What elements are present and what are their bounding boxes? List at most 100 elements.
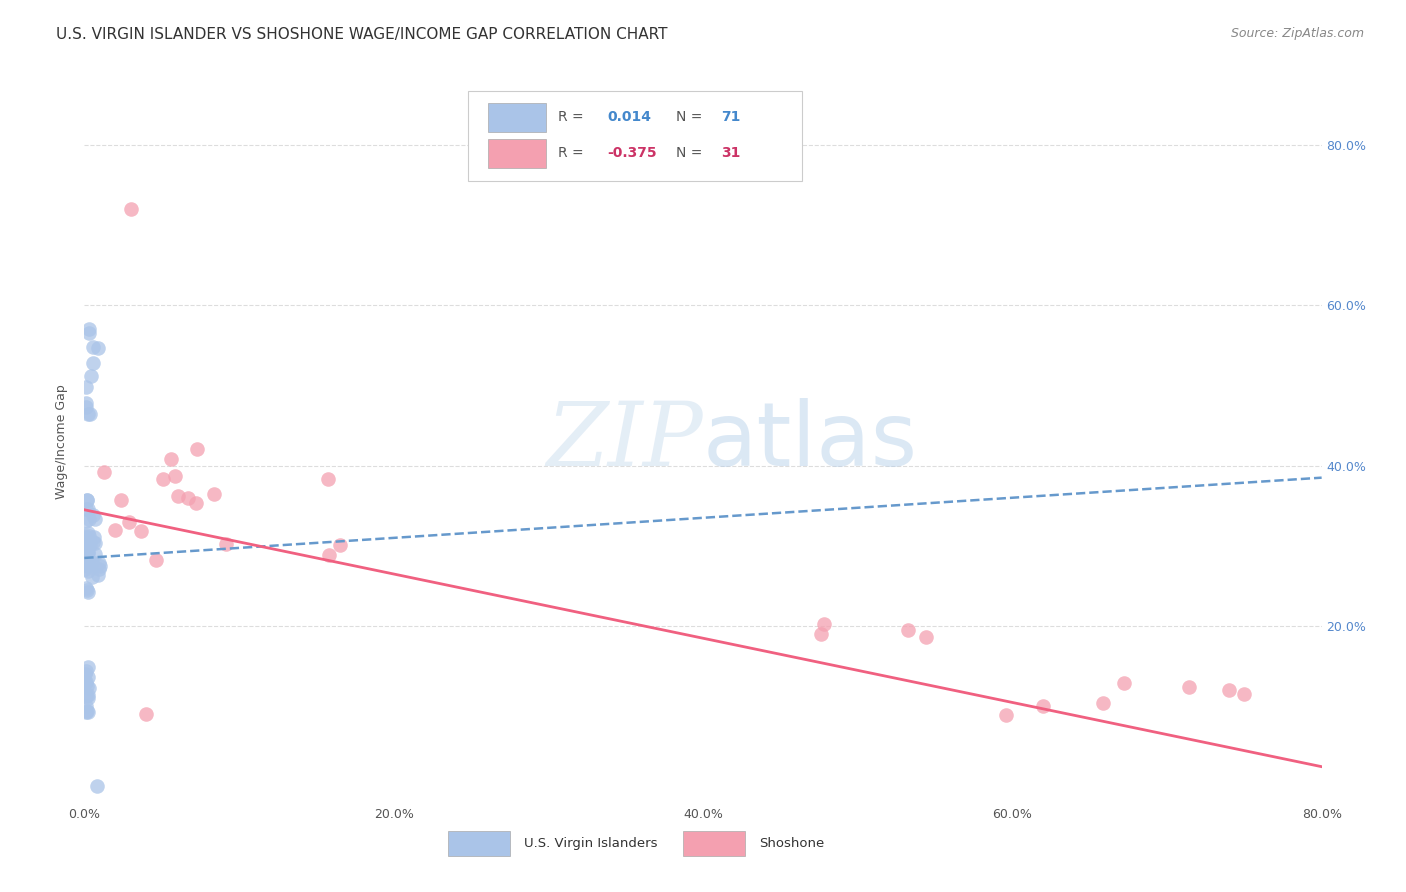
Point [82, 534, 104, 549]
Point [75, 674, 97, 689]
Point [76, 679, 98, 693]
Point [89, 559, 111, 574]
Point [810, 627, 832, 641]
FancyBboxPatch shape [449, 831, 510, 855]
Text: U.S. Virgin Islanders: U.S. Virgin Islanders [523, 837, 657, 850]
Text: N =: N = [676, 110, 702, 124]
Point [77, 554, 100, 568]
Point [186, 496, 208, 510]
Text: U.S. VIRGIN ISLANDER VS SHOSHONE WAGE/INCOME GAP CORRELATION CHART: U.S. VIRGIN ISLANDER VS SHOSHONE WAGE/IN… [56, 27, 668, 42]
Point [186, 442, 208, 456]
Point [77, 681, 100, 696]
Point [75, 557, 97, 571]
Point [77, 688, 100, 702]
Point [75, 562, 97, 576]
Point [897, 623, 920, 637]
Point [76, 532, 98, 546]
Point [79, 407, 101, 421]
Text: ZIP: ZIP [547, 398, 703, 485]
Point [87, 341, 110, 355]
Point [76, 558, 98, 572]
Text: R =: R = [558, 110, 583, 124]
Point [104, 523, 127, 537]
Point [118, 516, 141, 530]
Point [110, 493, 132, 508]
Point [76, 704, 98, 718]
Point [75, 676, 97, 690]
Point [76, 690, 98, 705]
FancyBboxPatch shape [488, 103, 546, 132]
Point [75, 581, 97, 595]
Point [75, 400, 97, 414]
Point [813, 616, 835, 631]
Point [77, 326, 100, 340]
Point [77, 533, 100, 547]
Point [1233, 687, 1256, 701]
Point [1218, 683, 1240, 698]
Point [77, 705, 100, 719]
Point [76, 544, 98, 558]
Point [83, 530, 105, 544]
Point [84, 512, 107, 526]
Point [75, 514, 97, 528]
Point [77, 659, 100, 673]
Point [215, 536, 238, 550]
Point [76, 538, 98, 552]
Point [89, 561, 111, 575]
Point [82, 340, 104, 354]
Text: Shoshone: Shoshone [759, 837, 824, 850]
Point [160, 451, 183, 466]
Point [77, 541, 100, 556]
Point [75, 547, 97, 561]
Y-axis label: Wage/Income Gap: Wage/Income Gap [55, 384, 69, 499]
Point [77, 546, 100, 560]
Point [75, 706, 97, 720]
Point [82, 570, 104, 584]
Point [83, 547, 105, 561]
Point [152, 472, 174, 486]
Point [166, 489, 188, 503]
Point [77, 564, 100, 578]
Point [1114, 675, 1136, 690]
Point [75, 502, 97, 516]
Text: R =: R = [558, 146, 583, 161]
Point [76, 554, 98, 568]
Point [1091, 696, 1114, 710]
Point [129, 524, 152, 538]
Point [76, 525, 98, 540]
Point [76, 557, 98, 571]
Point [75, 380, 97, 394]
Point [93, 465, 115, 479]
Point [76, 582, 98, 597]
Point [79, 537, 101, 551]
Point [75, 667, 97, 681]
FancyBboxPatch shape [488, 139, 546, 168]
Point [1032, 699, 1054, 714]
Point [76, 540, 98, 554]
Point [75, 698, 97, 713]
Point [80, 555, 103, 569]
Point [316, 472, 339, 486]
Point [75, 529, 97, 543]
Text: 71: 71 [721, 110, 741, 124]
FancyBboxPatch shape [683, 831, 745, 855]
Text: atlas: atlas [703, 398, 918, 485]
Point [75, 533, 97, 548]
Point [76, 537, 98, 551]
Point [202, 487, 225, 501]
Point [76, 492, 98, 507]
Point [84, 536, 107, 550]
Text: 31: 31 [721, 146, 741, 161]
Point [1177, 680, 1199, 694]
Point [135, 707, 157, 722]
Text: -0.375: -0.375 [607, 146, 658, 161]
Point [994, 708, 1017, 723]
Point [76, 492, 98, 507]
Point [145, 553, 167, 567]
Point [76, 558, 98, 573]
Point [177, 491, 200, 505]
Point [87, 557, 110, 571]
Point [329, 538, 352, 552]
Point [77, 502, 100, 516]
Point [79, 322, 101, 336]
